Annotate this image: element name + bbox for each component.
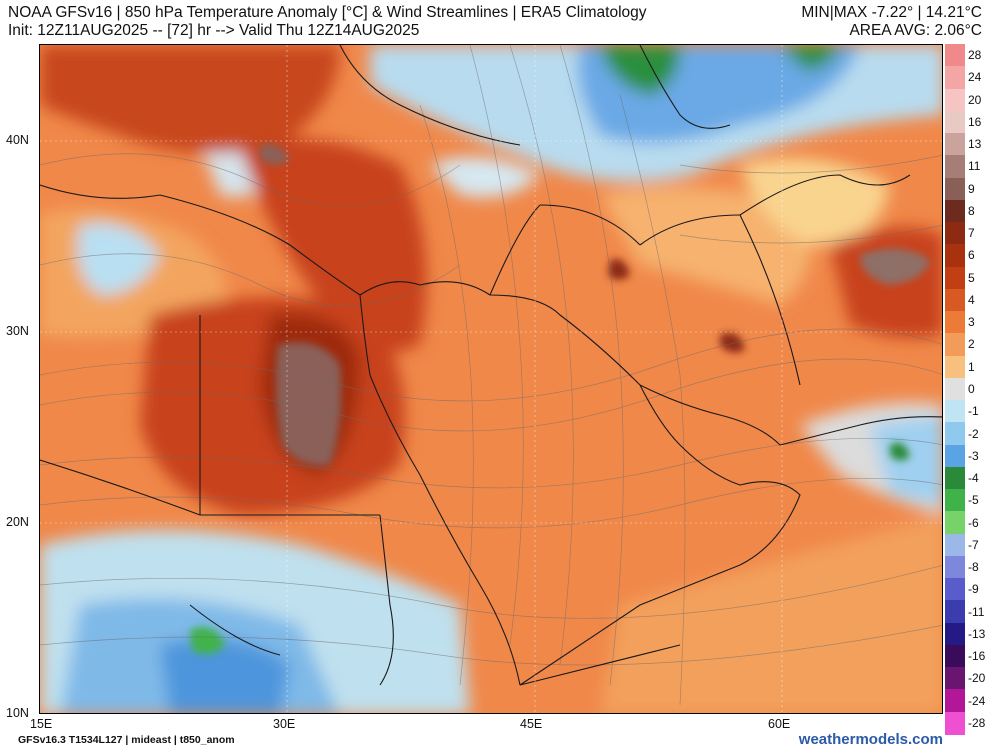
map-title: NOAA GFSv16 | 850 hPa Temperature Anomal… (8, 4, 647, 21)
scale-label: 28 (968, 48, 982, 63)
scale-label: 13 (968, 137, 982, 152)
scale-swatch (945, 578, 965, 602)
scale-swatch (945, 66, 965, 90)
scale-label: 7 (968, 226, 975, 241)
scale-label: 0 (968, 382, 975, 396)
color-scale-bar (945, 44, 965, 735)
scale-swatch (945, 88, 965, 112)
scale-label: 1 (968, 359, 975, 374)
scale-swatch (945, 689, 965, 713)
lat-label-40n: 40N (6, 133, 29, 147)
scale-swatch (945, 444, 965, 468)
scale-swatch (945, 44, 965, 67)
scale-swatch (945, 222, 965, 246)
scale-label: -1 (968, 404, 979, 419)
scale-label: -2 (968, 426, 979, 441)
scale-swatch (945, 266, 965, 290)
site-watermark[interactable]: weathermodels.com (798, 731, 943, 748)
scale-label: -20 (968, 671, 986, 686)
scale-swatch (945, 511, 965, 535)
scale-label: -11 (968, 604, 985, 619)
scale-label: -28 (968, 715, 986, 730)
scale-label: -13 (968, 626, 986, 641)
scale-label: -8 (968, 560, 979, 575)
scale-swatch (945, 311, 965, 335)
lat-label-30n: 30N (6, 324, 29, 338)
scale-label: -24 (968, 693, 986, 708)
scale-swatch (945, 600, 965, 624)
scale-label: 11 (968, 159, 981, 174)
scale-swatch (945, 355, 965, 379)
scale-swatch (945, 377, 965, 401)
lon-label-60e: 60E (768, 717, 791, 731)
scale-label: 5 (968, 270, 975, 285)
min-max-readout: MIN|MAX -7.22° | 14.21°C (801, 4, 982, 21)
scale-swatch (945, 667, 965, 691)
scale-swatch (945, 333, 965, 357)
model-info: GFSv16.3 T1534L127 | mideast | t850_anom (18, 734, 235, 746)
scale-label: 4 (968, 292, 975, 307)
scale-label: -6 (968, 515, 979, 530)
scale-swatch (945, 489, 965, 513)
scale-swatch (945, 177, 965, 201)
scale-label: -7 (968, 537, 979, 552)
scale-label: 2 (968, 337, 975, 352)
scale-swatch (945, 533, 965, 557)
scale-label: -4 (968, 471, 979, 486)
scale-swatch (945, 155, 965, 179)
scale-label: 9 (968, 181, 975, 196)
scale-label: 20 (968, 92, 982, 107)
scale-label: -5 (968, 493, 979, 508)
lon-label-45e: 45E (520, 717, 543, 731)
scale-label: -9 (968, 582, 979, 597)
scale-swatch (945, 133, 965, 157)
scale-label: 8 (968, 203, 975, 218)
lat-label-10n: 10N (6, 706, 29, 720)
temperature-anomaly-map[interactable] (39, 44, 943, 714)
scale-label: 16 (968, 114, 982, 129)
scale-label: -3 (968, 448, 979, 463)
scale-swatch (945, 711, 965, 735)
scale-label: -16 (968, 649, 986, 664)
scale-swatch (945, 644, 965, 668)
scale-swatch (945, 622, 965, 646)
lon-label-15e: 15E (30, 717, 53, 731)
scale-swatch (945, 466, 965, 490)
scale-swatch (945, 288, 965, 312)
init-valid-time: Init: 12Z11AUG2025 -- [72] hr --> Valid … (8, 22, 420, 39)
scale-swatch (945, 422, 965, 446)
lat-label-20n: 20N (6, 515, 29, 529)
scale-swatch (945, 400, 965, 424)
scale-swatch (945, 110, 965, 134)
scale-swatch (945, 555, 965, 579)
scale-label: 3 (968, 315, 975, 330)
scale-label: 24 (968, 70, 982, 85)
scale-label: 6 (968, 248, 975, 263)
lon-label-30e: 30E (273, 717, 296, 731)
area-average-readout: AREA AVG: 2.06°C (849, 22, 982, 39)
scale-swatch (945, 199, 965, 223)
scale-swatch (945, 244, 965, 268)
